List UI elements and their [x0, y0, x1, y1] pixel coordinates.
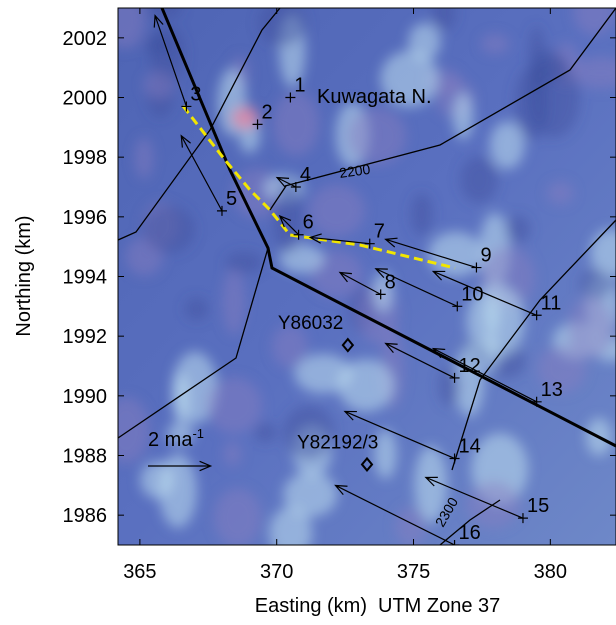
x-tick-label: 365: [123, 561, 156, 583]
texture-patch: [505, 215, 530, 243]
texture-patch: [411, 193, 433, 236]
texture-patch: [408, 23, 440, 61]
y-tick-label: 2002: [63, 28, 108, 50]
texture-patch: [185, 297, 209, 320]
station-label: 6: [303, 212, 314, 234]
scale-label-exponent: -1: [192, 426, 204, 441]
station-label: 16: [459, 522, 481, 544]
texture-patch: [547, 181, 574, 204]
station-label: 12: [459, 355, 481, 377]
y-tick-label: 1992: [63, 326, 108, 348]
texture-patch: [439, 367, 461, 407]
texture-patch: [214, 488, 262, 546]
scale-label-text: 2 ma: [148, 429, 193, 451]
texture-patch: [206, 377, 262, 433]
texture-patch: [103, 397, 150, 463]
texture-patch: [283, 472, 337, 517]
station-label: 14: [459, 435, 481, 457]
texture-patch: [159, 454, 197, 528]
texture-patch: [254, 422, 277, 442]
station-label: 1: [294, 75, 305, 97]
y-tick-label: 1996: [63, 207, 108, 229]
station-label: 4: [300, 164, 311, 186]
plot-area: [103, 0, 616, 559]
texture-patch: [579, 269, 612, 300]
x-axis-note: UTM Zone 37: [378, 595, 500, 617]
texture-patch: [143, 72, 173, 99]
annotation: Kuwagata N.: [317, 86, 432, 108]
texture-patch: [395, 506, 427, 545]
station-label: 13: [541, 379, 563, 401]
texture-patch: [490, 121, 525, 169]
texture-patch: [224, 442, 242, 467]
texture-patch: [135, 137, 154, 178]
site-label: Y82192/3: [297, 432, 378, 453]
x-tick-label: 370: [260, 561, 293, 583]
y-tick-label: 1986: [63, 505, 108, 527]
station-label: 5: [226, 188, 237, 210]
x-tick-label: 375: [397, 561, 430, 583]
texture-patch: [258, 0, 307, 46]
station-label: 11: [541, 292, 562, 314]
texture-patch: [428, 232, 483, 277]
y-tick-label: 1990: [63, 386, 108, 408]
station-label: 8: [385, 271, 396, 293]
y-axis-label: Northing (km): [13, 215, 35, 336]
y-tick-label: 1988: [63, 446, 108, 468]
texture-patch: [309, 185, 365, 237]
station-label: 3: [190, 83, 201, 105]
y-tick-label: 1994: [63, 267, 108, 289]
station-label: 10: [461, 283, 483, 305]
texture-patch: [273, 179, 303, 254]
y-tick-label: 2000: [63, 88, 108, 110]
texture-patch: [453, 93, 474, 140]
texture-patch: [222, 269, 245, 335]
station-label: 9: [480, 245, 491, 267]
station-label: 7: [374, 221, 385, 243]
texture-patch: [338, 359, 394, 412]
x-tick-label: 380: [534, 561, 567, 583]
map: Kuwagata N. 2200 2300 Easting (km) UTM Z…: [0, 0, 616, 620]
site-label: Y86032: [278, 313, 344, 334]
texture-patch: [481, 34, 509, 54]
station-label: 2: [262, 101, 273, 123]
texture-patch: [273, 91, 319, 155]
texture-patch: [460, 157, 498, 204]
texture-patch: [225, 252, 263, 274]
x-axis-label: Easting (km): [255, 595, 367, 617]
station-label: 15: [527, 495, 549, 517]
y-tick-label: 1998: [63, 147, 108, 169]
texture-patch: [529, 26, 546, 91]
texture-patch: [231, 106, 259, 130]
